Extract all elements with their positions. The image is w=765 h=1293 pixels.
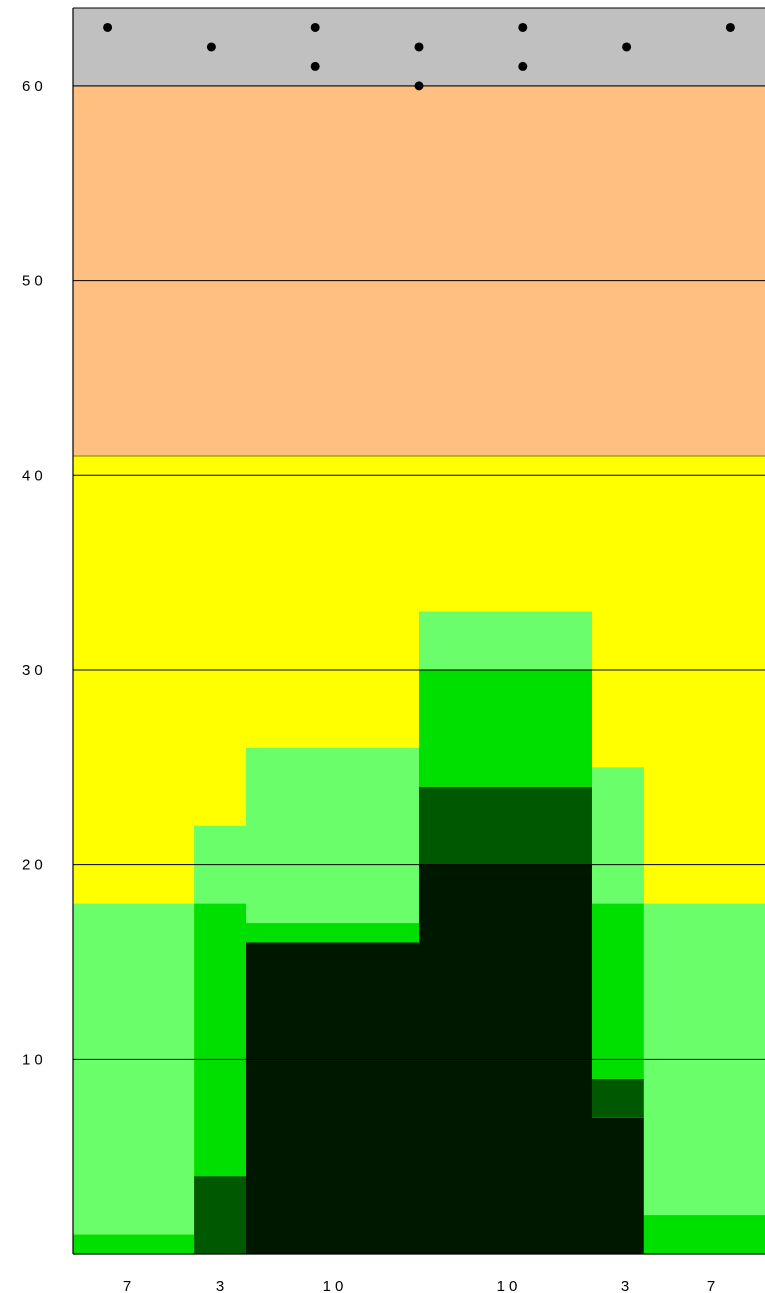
column-2-layer-2 <box>246 923 419 943</box>
dot-3 <box>310 61 320 71</box>
x-tick-label: 10 <box>323 1278 348 1293</box>
y-tick-label: 50 <box>22 273 47 290</box>
y-tick-label: 60 <box>22 78 47 95</box>
column-4-layer-0 <box>592 1117 644 1254</box>
gridlines <box>73 85 765 1060</box>
y-tick-labels: 10 20 30 40 50 60 <box>22 78 47 1068</box>
column-2-layer-3 <box>246 747 419 924</box>
y-tick-label: 20 <box>22 857 47 874</box>
bars <box>73 611 765 1254</box>
column-5-layer-2 <box>643 1215 765 1254</box>
column-0-layer-3 <box>73 903 195 1235</box>
x-tick-label: 10 <box>497 1278 522 1293</box>
column-1-layer-1 <box>194 1176 246 1254</box>
x-tick-label: 3 <box>216 1278 228 1293</box>
dots <box>103 22 735 91</box>
y-tick-label: 30 <box>22 662 47 679</box>
dot-4 <box>414 42 424 52</box>
dot-0 <box>103 22 113 32</box>
column-4-layer-1 <box>592 1078 644 1118</box>
dot-1 <box>206 42 216 52</box>
y-tick-label: 10 <box>22 1051 47 1068</box>
x-tick-label: 7 <box>123 1278 135 1293</box>
x-tick-label: 7 <box>707 1278 719 1293</box>
dot-7 <box>518 61 528 71</box>
y-tick-label: 40 <box>22 467 47 484</box>
column-4-layer-2 <box>592 903 644 1079</box>
column-0-layer-2 <box>73 1234 195 1254</box>
x-tick-labels: 7 3 10 10 3 7 <box>123 1278 719 1293</box>
x-tick-label: 3 <box>621 1278 633 1293</box>
dot-8 <box>622 42 632 52</box>
dot-9 <box>725 22 735 32</box>
column-1-layer-2 <box>194 903 246 1177</box>
column-3-layer-1 <box>419 786 592 865</box>
axes <box>72 7 765 1255</box>
dot-6 <box>518 22 528 32</box>
column-3-layer-2 <box>419 669 592 787</box>
column-4-layer-3 <box>592 767 644 904</box>
dot-2 <box>310 22 320 32</box>
column-3-layer-3 <box>419 611 592 670</box>
band-1 <box>73 85 765 456</box>
column-2-layer-0 <box>246 942 419 1254</box>
